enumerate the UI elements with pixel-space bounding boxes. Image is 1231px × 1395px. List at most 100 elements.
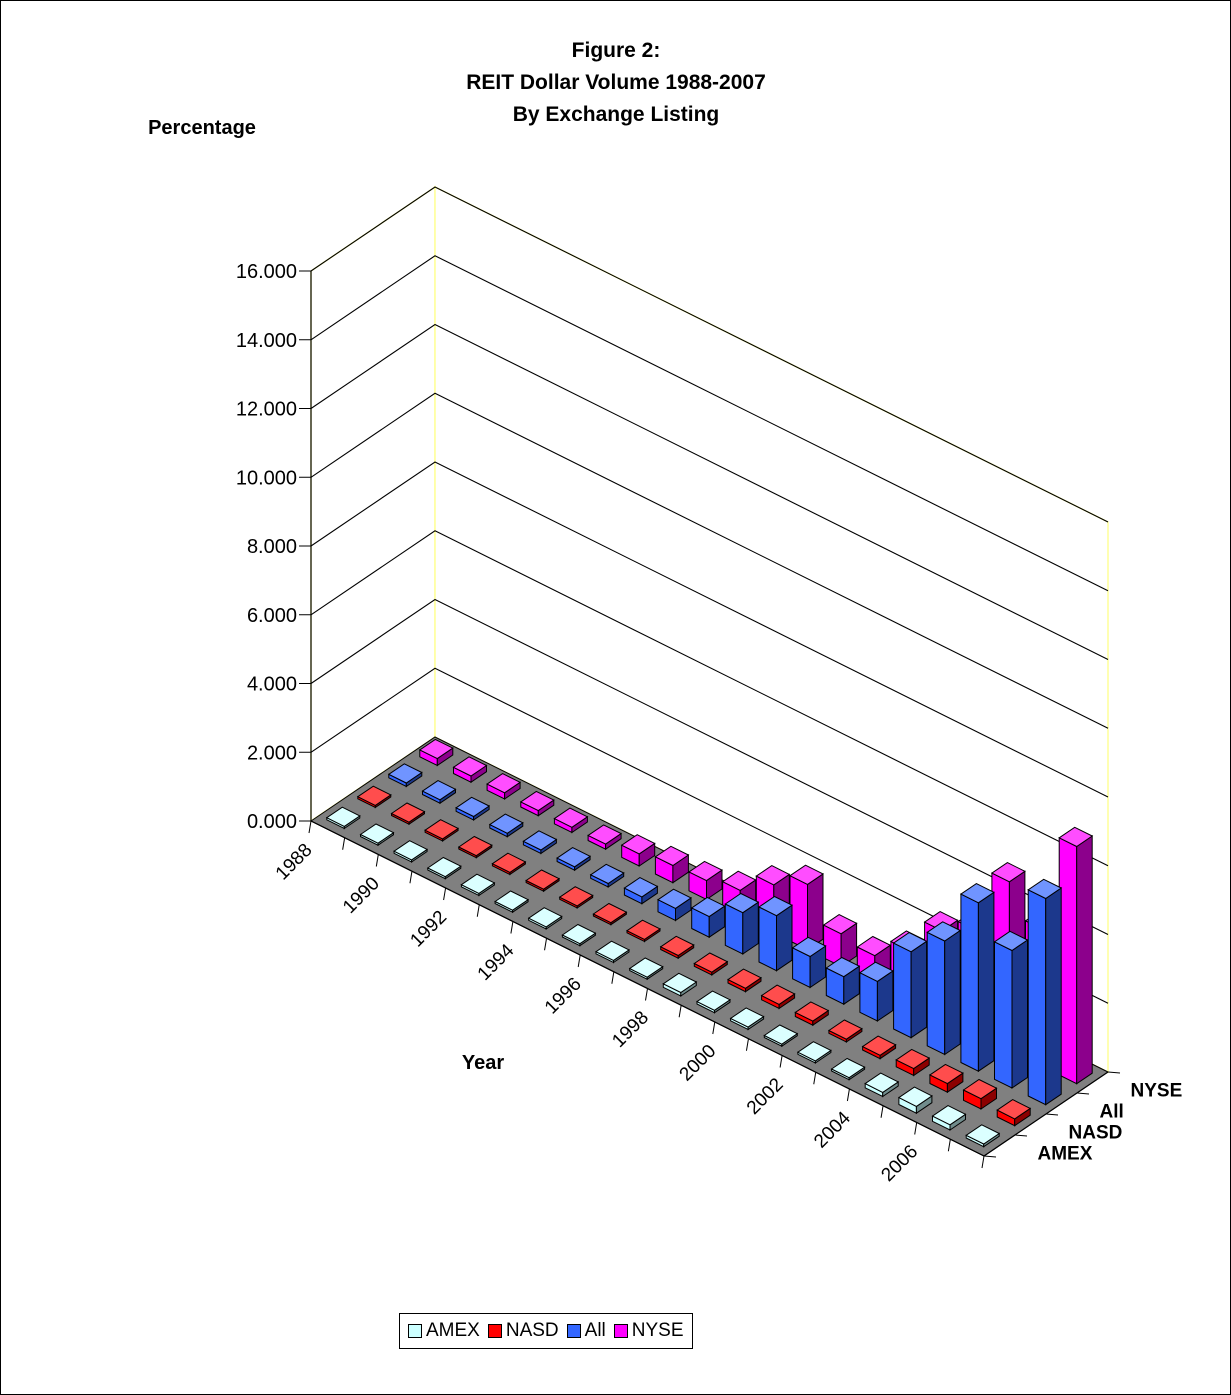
bar-top-face	[755, 865, 791, 886]
year-tick-mark	[880, 1105, 884, 1118]
bar-top-face	[1027, 878, 1063, 900]
bar-top-face	[659, 935, 695, 957]
year-tick-mark	[476, 904, 480, 917]
bar-top-face	[426, 856, 462, 878]
bar-top-face	[959, 883, 995, 904]
legend-swatch	[408, 1324, 422, 1338]
bar-nasd-2000	[760, 984, 796, 1010]
bar-top-face	[592, 902, 628, 924]
bar-all-2001	[825, 956, 861, 1006]
bar-nasd-1998	[693, 952, 729, 976]
year-tick-mark	[813, 1072, 817, 1085]
bar-nasd-1996	[626, 919, 661, 943]
bar-nasd-1994	[558, 886, 594, 909]
gridline	[310, 392, 1109, 729]
bar-top-face	[421, 780, 457, 801]
bar-side-face	[1076, 835, 1093, 1085]
bar-all-2004	[926, 921, 962, 1056]
legend-item-nasd: NASD	[487, 1320, 559, 1342]
gridline	[310, 255, 1109, 592]
bar-top-face	[491, 852, 527, 873]
bar-amex-1992	[460, 873, 496, 897]
bar-amex-2001	[763, 1024, 799, 1048]
bar-nyse-1992	[553, 807, 589, 834]
bar-top-face	[460, 873, 496, 894]
year-tick-mark	[308, 820, 312, 834]
year-tick-mark	[342, 837, 346, 850]
gridline	[310, 667, 1109, 1004]
bar-top-face	[623, 877, 659, 898]
bar-top-face	[654, 845, 690, 867]
bar-amex-1988	[325, 806, 361, 830]
bar-front-face	[960, 893, 979, 1073]
bar-all-1996	[657, 888, 692, 922]
chart-title-line: Figure 2:	[572, 39, 661, 62]
bar-top-face	[393, 840, 429, 861]
bar-top-face	[587, 824, 623, 845]
bar-top-face	[996, 1099, 1032, 1120]
bar-nasd-2007	[996, 1099, 1032, 1127]
bar-top-face	[556, 847, 592, 868]
y-tick-label: 6.000	[247, 605, 297, 627]
bar-top-face	[763, 1024, 799, 1045]
bar-nasd-2003	[861, 1035, 897, 1060]
year-tick-mark	[544, 938, 548, 951]
series-tick-mark	[1076, 1092, 1090, 1095]
bar-top-face	[519, 790, 555, 812]
y-tick-label: 10.000	[236, 467, 297, 489]
bar-top-face	[990, 862, 1026, 883]
gridline	[310, 461, 1109, 798]
bar-all-2007	[1027, 878, 1063, 1106]
bar-side-face	[1011, 939, 1028, 1089]
series-tick-mark	[1045, 1113, 1059, 1116]
bar-all-2002	[858, 961, 894, 1022]
bar-top-face	[892, 932, 928, 953]
legend-label: AMEX	[426, 1320, 480, 1341]
bar-amex-2002	[796, 1041, 832, 1064]
bar-top-face	[626, 919, 661, 940]
legend: AMEX NASD All NYSE	[399, 1313, 693, 1349]
bar-amex-1997	[628, 957, 664, 981]
x-tick-label: 1994	[474, 940, 519, 985]
bar-front-face	[893, 942, 912, 1039]
bar-amex-1994	[527, 907, 563, 930]
bar-all-1994	[589, 863, 625, 888]
bar-top-face	[760, 984, 796, 1005]
x-tick-label: 2000	[676, 1041, 721, 1086]
bar-amex-2005	[897, 1086, 933, 1115]
bar-nasd-2005	[928, 1063, 964, 1094]
bar-top-face	[825, 956, 861, 978]
bar-all-2003	[892, 932, 928, 1039]
bar-side-face	[910, 940, 928, 1039]
bar-nasd-1991	[457, 835, 493, 859]
bar-top-face	[688, 860, 723, 882]
bar-nasd-1992	[491, 852, 527, 876]
y-tick-label: 12.000	[236, 399, 297, 421]
y-tick-label: 8.000	[247, 536, 297, 558]
bar-nyse-1988	[418, 738, 454, 767]
bar-front-face	[758, 906, 777, 972]
bar-nasd-1990	[424, 819, 460, 842]
bar-top-face	[553, 807, 589, 828]
bar-top-face	[657, 888, 692, 909]
legend-label: NYSE	[631, 1320, 684, 1341]
year-tick-mark	[947, 1139, 951, 1152]
gridline	[310, 530, 1109, 867]
bar-amex-1993	[494, 890, 530, 914]
year-tick-mark	[745, 1038, 749, 1051]
bar-nasd-1995	[592, 902, 628, 926]
bar-top-face	[455, 796, 491, 818]
bar-amex-2003	[830, 1057, 866, 1081]
bar-all-2005	[959, 883, 995, 1073]
year-tick-mark	[779, 1055, 783, 1068]
bar-top-face	[895, 1048, 931, 1070]
bar-top-face	[794, 1001, 830, 1022]
bar-all-1993	[556, 847, 592, 872]
bar-top-face	[729, 1007, 765, 1028]
bar-top-face	[325, 806, 361, 827]
bar-top-face	[827, 1019, 863, 1040]
bar-top-face	[727, 968, 762, 989]
series-tick-mark	[983, 1155, 997, 1158]
bar-top-face	[962, 1078, 998, 1100]
